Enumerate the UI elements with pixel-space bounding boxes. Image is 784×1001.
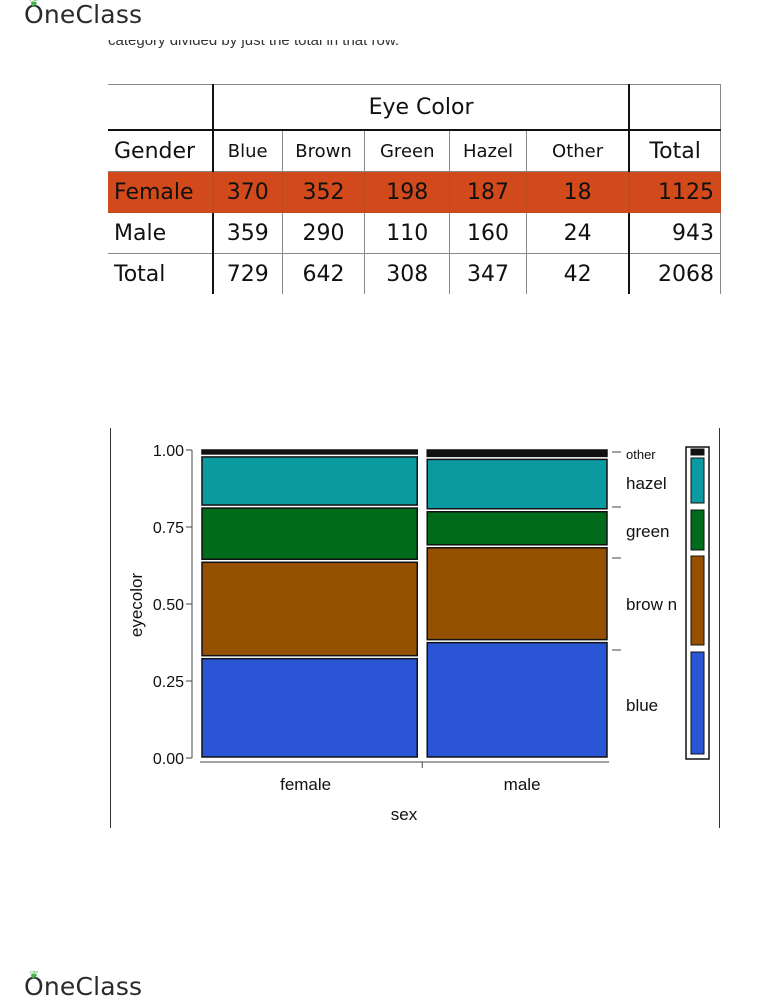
- marginal-bar-segment-blue: [690, 651, 705, 755]
- y-tick-label: 0.75: [153, 520, 184, 537]
- mosaic-tile-male-blue: [426, 641, 608, 758]
- total-header-spacer: [628, 84, 722, 131]
- mosaic-tile-male-other: [426, 449, 608, 458]
- cell-value: 18: [525, 171, 630, 213]
- col-header-blue: Blue: [212, 129, 283, 172]
- table-row-female: Female 370 352 198 187 18 1125: [108, 171, 722, 213]
- row-total: 2068: [628, 253, 722, 294]
- oneclass-logo-top: ❦ OneClass: [24, 0, 142, 29]
- col-header-total: Total: [628, 129, 722, 172]
- mosaic-tile-female-other: [201, 449, 418, 455]
- leaf-icon: ❦: [29, 968, 40, 982]
- category-label-hazel: hazel: [626, 474, 667, 493]
- row-label: Female: [108, 171, 214, 213]
- eye-color-header: Eye Color: [212, 84, 630, 131]
- x-tick-label-male: male: [504, 775, 541, 794]
- brand-name: OneClass: [24, 972, 143, 1001]
- mosaic-tile-female-brown: [201, 561, 418, 657]
- oneclass-logo-bottom: ❦ OneClass: [24, 968, 143, 1001]
- y-tick-label: 0.00: [153, 751, 184, 768]
- row-total: 943: [628, 212, 722, 254]
- row-label: Total: [108, 253, 214, 294]
- mosaic-tile-male-brown: [426, 547, 608, 641]
- y-axis-label: eyecolor: [127, 573, 146, 638]
- marginal-bar-segment-green: [690, 509, 705, 551]
- col-header-brown: Brown: [281, 129, 366, 172]
- cell-value: 290: [281, 212, 366, 254]
- cell-value: 110: [364, 212, 451, 254]
- cell-value: 352: [281, 171, 366, 213]
- cell-value: 198: [364, 171, 451, 213]
- row-label: Male: [108, 212, 214, 254]
- mosaic-tile-female-blue: [201, 657, 418, 758]
- y-tick-label: 1.00: [153, 443, 184, 460]
- mosaic-tile-male-green: [426, 511, 608, 546]
- cell-value: 359: [212, 212, 283, 254]
- table-row-male: Male 359 290 110 160 24 943: [108, 212, 722, 254]
- x-axis-label: sex: [391, 805, 418, 824]
- cell-value: 729: [212, 253, 283, 294]
- brand-name: OneClass: [24, 0, 143, 29]
- cell-value: 370: [212, 171, 283, 213]
- y-tick-label: 0.50: [153, 597, 184, 614]
- cell-value: 308: [364, 253, 451, 294]
- mosaic-tile-female-green: [201, 507, 418, 561]
- marginal-bar-segment-brown: [690, 555, 705, 646]
- mosaic-tile-female-hazel: [201, 456, 418, 506]
- cell-value: 24: [525, 212, 630, 254]
- marginal-bar-segment-other: [690, 448, 705, 456]
- col-header-other: Other: [525, 129, 630, 172]
- cell-value: 160: [449, 212, 527, 254]
- leaf-icon: ❦: [29, 0, 40, 10]
- y-tick-label: 0.25: [153, 674, 184, 691]
- category-label-brown: brow n: [626, 595, 677, 614]
- cell-value: 642: [281, 253, 366, 294]
- mosaic-tile-male-hazel: [426, 458, 608, 510]
- category-label-other: other: [626, 447, 656, 462]
- eye-color-table: Eye Color Gender Blue Brown Green Hazel …: [108, 84, 722, 294]
- category-label-green: green: [626, 522, 669, 541]
- gender-header: Gender: [108, 129, 214, 172]
- cell-value: 42: [525, 253, 630, 294]
- marginal-bar-segment-hazel: [690, 457, 705, 504]
- table-row-total: Total 729 642 308 347 42 2068: [108, 253, 722, 294]
- x-tick-label-female: female: [280, 775, 331, 794]
- category-label-blue: blue: [626, 696, 658, 715]
- cell-value: 187: [449, 171, 527, 213]
- intro-text-fragment: category divided by just the total in th…: [108, 40, 399, 49]
